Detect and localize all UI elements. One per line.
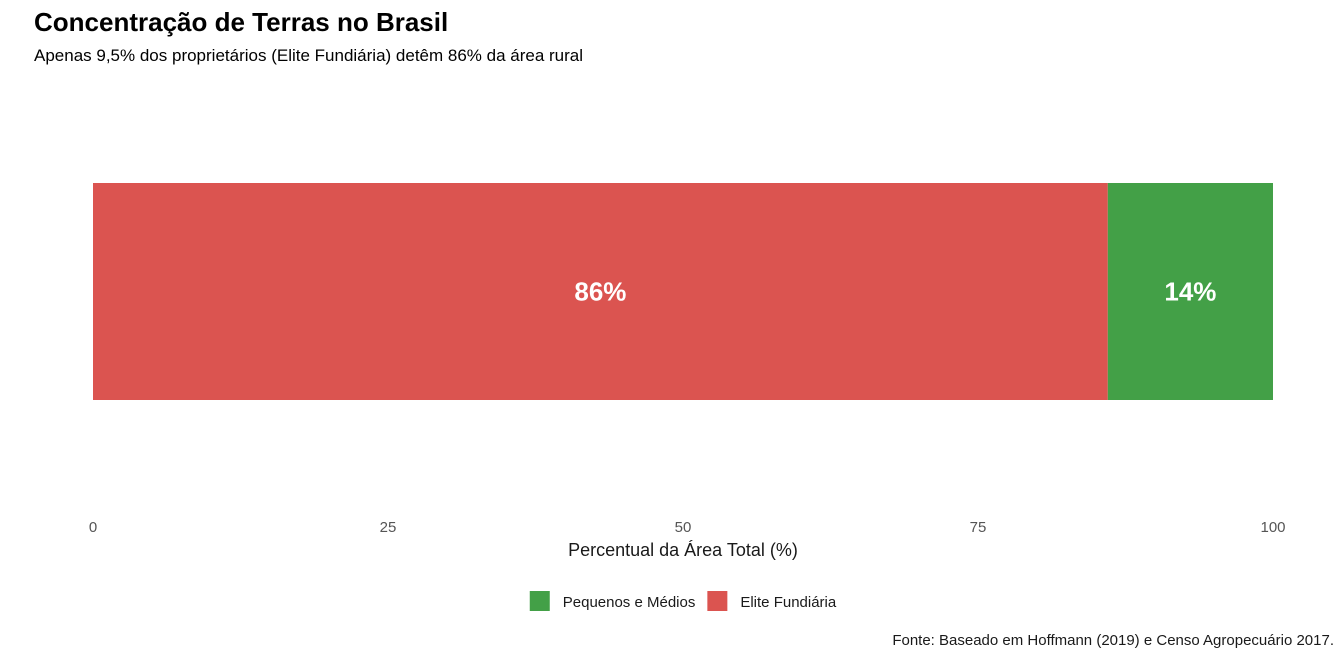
chart-title: Concentração de Terras no Brasil (34, 7, 448, 37)
x-tick-label: 75 (970, 519, 987, 536)
x-axis-ticks: 0 25 50 75 100 (89, 519, 1286, 536)
x-tick-label: 25 (380, 519, 397, 536)
legend: Pequenos e Médios Elite Fundiária (529, 591, 837, 611)
x-axis-label: Percentual da Área Total (%) (568, 540, 798, 560)
bar-pequenos-e-medios (1107, 183, 1273, 400)
bar-elite-fundiaria (93, 183, 1108, 400)
legend-swatch-elite-fundiaria (707, 591, 728, 611)
source-caption: Fonte: Baseado em Hoffmann (2019) e Cens… (892, 632, 1334, 649)
x-tick-label: 0 (89, 519, 97, 536)
chart-subtitle: Apenas 9,5% dos proprietários (Elite Fun… (34, 46, 583, 65)
x-tick-label: 100 (1260, 519, 1285, 536)
data-label-pequenos-e-medios: 14% (1164, 277, 1216, 307)
x-tick-label: 50 (675, 519, 692, 536)
legend-label-elite-fundiaria: Elite Fundiária (740, 594, 837, 611)
legend-label-pequenos-e-medios: Pequenos e Médios (563, 594, 696, 611)
legend-swatch-pequenos-e-medios (529, 591, 550, 611)
data-label-elite-fundiaria: 86% (574, 277, 626, 307)
bar-group: 86% 14% (93, 183, 1273, 400)
